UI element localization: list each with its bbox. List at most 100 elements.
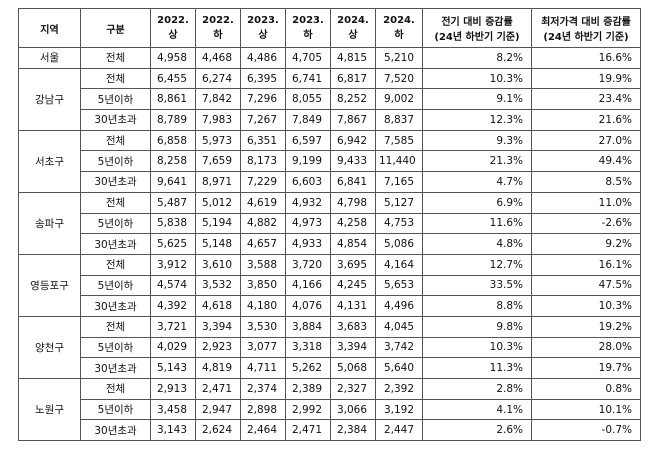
value-cell: 3,394 (195, 315, 241, 338)
value-cell: 3,721 (150, 315, 196, 338)
value-cell: 2,913 (150, 378, 196, 400)
value-cell: 3,143 (150, 419, 196, 442)
value-cell: 4,574 (150, 274, 196, 297)
value-cell: 2,392 (375, 378, 423, 400)
table-row: 5년이하 3,458 2,947 2,898 2,992 3,066 3,192 4.1% 10… (19, 398, 641, 421)
value-cell: 6,942 (330, 129, 376, 152)
value-cell: 4,798 (330, 191, 376, 214)
value-cell: 3,912 (150, 253, 196, 276)
value-cell: 49.4% (531, 150, 641, 173)
value-cell: 4,486 (240, 47, 286, 69)
value-cell: 3,532 (195, 274, 241, 297)
region-cell: 강남구 (18, 67, 81, 131)
value-cell: 8,837 (375, 109, 423, 131)
table-row: 30년초과 5,625 5,148 4,657 4,933 4,854 5,086 4.8% 9… (19, 233, 641, 255)
value-cell: 9.2% (531, 233, 641, 255)
category-cell: 30년초과 (80, 419, 151, 442)
value-cell: 4,258 (330, 212, 376, 235)
value-cell: 4,932 (285, 191, 331, 214)
header-cell: 최저가격 대비 증감률 (24년 하반기 기준) (531, 8, 641, 48)
category-cell: 5년이하 (80, 398, 151, 421)
value-cell: 4,164 (375, 253, 423, 276)
value-cell: 4,619 (240, 191, 286, 214)
value-cell: 3,695 (330, 253, 376, 276)
category-cell: 5년이하 (80, 336, 151, 359)
value-cell: 12.7% (422, 253, 532, 276)
value-cell: 2,374 (240, 378, 286, 400)
value-cell: 10.3% (422, 336, 532, 359)
value-cell: 11.3% (422, 357, 532, 379)
value-cell: 6.9% (422, 191, 532, 214)
value-cell: 5,194 (195, 212, 241, 235)
value-cell: -0.7% (531, 419, 641, 442)
value-cell: 7,165 (375, 171, 423, 193)
header-row: 지역 구분 2022.상 2022.하 2023.상 2023.하 2024.상 2024.하… (18, 8, 641, 48)
value-cell: 11,440 (375, 150, 423, 173)
value-cell: 5,838 (150, 212, 196, 235)
value-cell: 5,262 (285, 357, 331, 379)
value-cell: 21.6% (531, 109, 641, 131)
value-cell: 5,127 (375, 191, 423, 214)
value-cell: 2,327 (330, 378, 376, 400)
header-cell: 전기 대비 증감률 (24년 하반기 기준) (422, 8, 532, 48)
category-cell: 전체 (80, 67, 151, 90)
table-row: 5년이하 4,574 3,532 3,850 4,166 4,245 5,653 33.5% 4… (19, 274, 641, 297)
value-cell: 6,274 (195, 67, 241, 90)
value-cell: 4,815 (330, 47, 376, 69)
value-cell: 2,947 (195, 398, 241, 421)
value-cell: 6,858 (150, 129, 196, 152)
value-cell: 8,252 (330, 88, 376, 111)
category-cell: 30년초과 (80, 109, 151, 131)
value-cell: 3,683 (330, 315, 376, 338)
value-cell: 4,933 (285, 233, 331, 255)
value-cell: 8.8% (422, 295, 532, 317)
value-cell: 5,086 (375, 233, 423, 255)
value-cell: 3,458 (150, 398, 196, 421)
category-cell: 5년이하 (80, 150, 151, 173)
value-cell: 11.0% (531, 191, 641, 214)
region-cell: 서초구 (18, 129, 81, 193)
value-cell: 6,395 (240, 67, 286, 90)
value-cell: 9,002 (375, 88, 423, 111)
value-cell: 3,742 (375, 336, 423, 359)
value-cell: 4.1% (422, 398, 532, 421)
category-cell: 30년초과 (80, 357, 151, 379)
value-cell: 8,861 (150, 88, 196, 111)
value-cell: 4,711 (240, 357, 286, 379)
value-cell: 5,653 (375, 274, 423, 297)
value-cell: 4,245 (330, 274, 376, 297)
value-cell: 3,850 (240, 274, 286, 297)
value-cell: 2,471 (195, 378, 241, 400)
category-cell: 30년초과 (80, 171, 151, 193)
category-cell: 5년이하 (80, 212, 151, 235)
value-cell: 4,496 (375, 295, 423, 317)
category-cell: 전체 (80, 129, 151, 152)
price-table: 지역 구분 2022.상 2022.하 2023.상 2023.하 2024.상 2024.하… (18, 8, 641, 442)
value-cell: 6,841 (330, 171, 376, 193)
value-cell: 4,854 (330, 233, 376, 255)
value-cell: 16.1% (531, 253, 641, 276)
value-cell: 19.2% (531, 315, 641, 338)
table-row: 30년초과 5,143 4,819 4,711 5,262 5,068 5,640 11.3%… (19, 357, 641, 379)
value-cell: 4,819 (195, 357, 241, 379)
value-cell: 6,351 (240, 129, 286, 152)
table-row: 서초구 전체 6,858 5,973 6,351 6,597 6,942 7,585 9.3% 2… (18, 129, 641, 193)
value-cell: 9.1% (422, 88, 532, 111)
value-cell: 3,318 (285, 336, 331, 359)
header-cell: 2024.하 (375, 8, 423, 48)
value-cell: 8.2% (422, 47, 532, 69)
category-cell: 전체 (80, 253, 151, 276)
value-cell: 4,180 (240, 295, 286, 317)
value-cell: 23.4% (531, 88, 641, 111)
value-cell: 2.8% (422, 378, 532, 400)
value-cell: 2,471 (285, 419, 331, 442)
value-cell: 9,641 (150, 171, 196, 193)
value-cell: 2,464 (240, 419, 286, 442)
table-row: 노원구 전체 2,913 2,471 2,374 2,389 2,327 2,392 2.8% 0… (18, 377, 641, 442)
value-cell: 5,973 (195, 129, 241, 152)
region-cell: 양천구 (18, 315, 81, 380)
category-cell: 5년이하 (80, 274, 151, 297)
value-cell: 6,455 (150, 67, 196, 90)
value-cell: 2,389 (285, 378, 331, 400)
